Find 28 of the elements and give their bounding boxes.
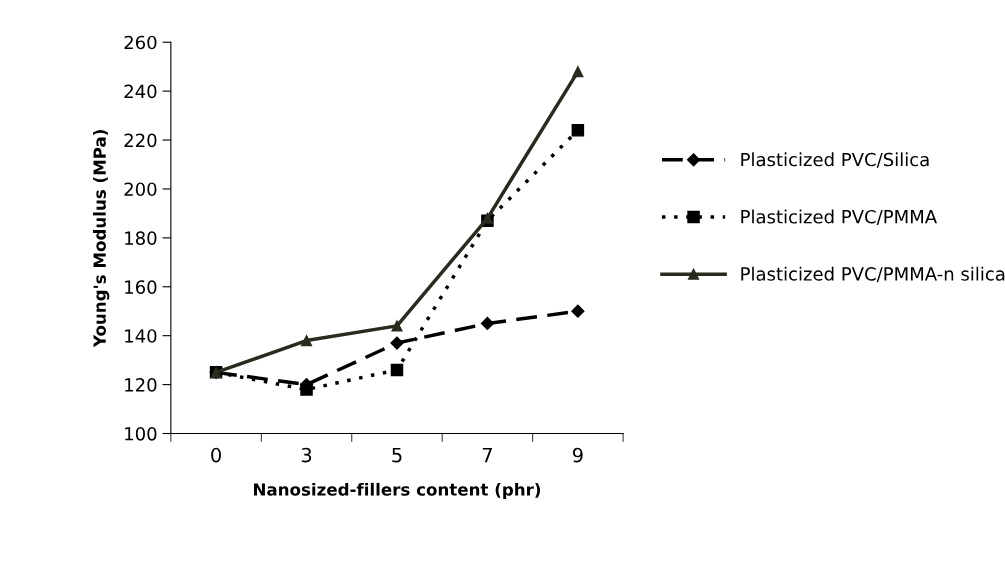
x-tick-label: 7 [482,448,492,463]
y-tick-label: 120 [125,378,157,392]
point [390,363,404,377]
point [571,304,585,318]
y-tick-label: 180 [125,231,157,245]
x-tick-label: 3 [301,447,312,463]
legend-label: Plasticized PVC/PMMA-n silica [741,266,1005,283]
point [571,124,585,137]
y-tick-label: 200 [124,182,157,197]
point [390,336,404,350]
x-tick-label: 9 [572,447,583,463]
y-tick-label: 140 [125,329,157,343]
x-axis-title: Nanosized-fillers content (phr) [254,482,541,500]
point [391,320,403,332]
y-tick-label: 220 [124,133,157,148]
point [480,316,495,331]
y-tick-label: 260 [124,35,157,50]
legend-label: Plasticized PVC/Silica [741,152,929,168]
point [572,66,584,78]
y-tick-label: 240 [124,84,157,99]
point [300,383,313,396]
legend-label: Plasticized PVC/PMMA [741,209,937,225]
y-axis-title: Young's Modulus (MPa) [93,130,110,348]
x-tick-label: 0 [211,447,221,463]
x-tick-label: 5 [392,448,402,463]
y-tick-label: 100 [125,426,157,441]
point [300,335,313,347]
y-tick-label: 160 [125,280,157,294]
